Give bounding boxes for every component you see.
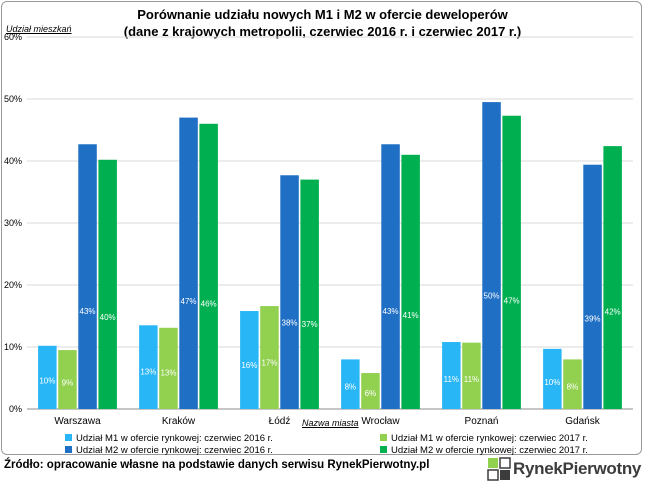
legend-swatch	[65, 446, 72, 453]
data-label: 37%	[302, 320, 318, 329]
data-label: 10%	[544, 378, 560, 387]
data-label: 8%	[567, 383, 579, 392]
bar	[280, 175, 299, 409]
bar	[361, 373, 380, 409]
data-label: 10%	[39, 377, 55, 386]
bar	[401, 154, 420, 409]
data-label: 8%	[345, 383, 357, 392]
bar	[381, 144, 400, 409]
y-tick-label: 60%	[4, 32, 22, 42]
data-label: 46%	[201, 299, 217, 308]
legend-swatch	[65, 434, 72, 441]
data-label: 13%	[160, 368, 176, 377]
data-label: 47%	[504, 296, 520, 305]
legend-label: Udział M1 w ofercie rynkowej: czerwiec 2…	[76, 433, 273, 444]
bar	[179, 117, 198, 409]
data-label: 47%	[181, 297, 197, 306]
y-tick-label: 50%	[4, 94, 22, 104]
logo-icon	[487, 457, 511, 481]
bar	[199, 123, 218, 410]
bar	[300, 179, 319, 409]
x-tick-label: Kraków	[162, 416, 196, 427]
bar	[139, 325, 158, 409]
y-axis-label: Udział mieszkań	[6, 24, 72, 34]
data-label: 43%	[383, 307, 399, 316]
legend: Udział M1 w ofercie rynkowej: czerwiec 2…	[55, 431, 615, 457]
y-tick-label: 40%	[4, 156, 22, 166]
bar	[502, 115, 521, 410]
bar	[482, 102, 501, 409]
source-note: Źródło: opracowanie własne na podstawie …	[4, 459, 430, 471]
data-label: 9%	[62, 378, 74, 387]
legend-swatch	[380, 446, 387, 453]
bar	[58, 350, 77, 409]
chart-subtitle: (dane z krajowych metropolii, czerwiec 2…	[123, 24, 522, 39]
bar	[563, 359, 582, 409]
bar	[462, 342, 481, 409]
chart-title-block: Porównanie udziału nowych M1 i M2 w ofer…	[0, 6, 645, 40]
legend-label: Udział M1 w ofercie rynkowej: czerwiec 2…	[391, 433, 588, 444]
bar	[341, 359, 360, 409]
legend-item: Udział M2 w ofercie rynkowej: czerwiec 2…	[65, 445, 273, 456]
legend-swatch	[380, 434, 387, 441]
legend-item: Udział M2 w ofercie rynkowej: czerwiec 2…	[380, 445, 588, 456]
logo-text: RynekPierwotny	[513, 459, 642, 478]
data-label: 13%	[140, 367, 156, 376]
data-label: 11%	[444, 375, 459, 384]
bar	[159, 327, 178, 409]
data-label: 43%	[80, 307, 96, 316]
bar	[38, 345, 57, 409]
data-label: 41%	[403, 311, 419, 320]
x-tick-label: Warszawa	[54, 416, 101, 427]
x-tick-label: Łódź	[269, 416, 291, 427]
data-label: 42%	[605, 308, 621, 317]
legend-item: Udział M1 w ofercie rynkowej: czerwiec 2…	[380, 433, 588, 444]
x-tick-label: Wrocław	[361, 416, 400, 427]
data-label: 16%	[241, 361, 257, 370]
bar	[260, 306, 279, 409]
bar	[543, 348, 562, 409]
y-tick-label: 0%	[9, 404, 22, 414]
data-label: 50%	[484, 291, 500, 300]
data-label: 11%	[464, 375, 479, 384]
data-label: 40%	[100, 313, 116, 322]
chart-frame	[1, 1, 642, 455]
data-label: 39%	[585, 315, 601, 324]
y-tick-label: 30%	[4, 218, 22, 228]
bar	[240, 311, 259, 409]
y-tick-label: 20%	[4, 280, 22, 290]
chart-title: Porównanie udziału nowych M1 i M2 w ofer…	[137, 7, 508, 22]
bar	[98, 159, 117, 409]
y-tick-label: 10%	[4, 342, 22, 352]
data-label: 17%	[261, 359, 277, 368]
x-axis-label: Nazwa miasta	[302, 418, 359, 428]
x-tick-label: Gdańsk	[565, 416, 600, 427]
data-label: 38%	[282, 319, 298, 328]
x-tick-label: Poznań	[465, 416, 499, 427]
bar	[603, 146, 622, 409]
data-label: 6%	[365, 389, 377, 398]
bar	[78, 144, 97, 409]
bar	[583, 164, 602, 409]
legend-label: Udział M2 w ofercie rynkowej: czerwiec 2…	[76, 445, 273, 456]
legend-item: Udział M1 w ofercie rynkowej: czerwiec 2…	[65, 433, 273, 444]
bar	[442, 342, 461, 409]
legend-label: Udział M2 w ofercie rynkowej: czerwiec 2…	[391, 445, 588, 456]
